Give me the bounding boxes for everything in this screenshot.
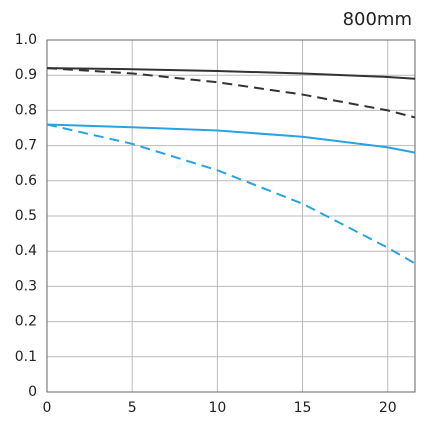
series-line (46, 123, 416, 154)
y-tick-label: 0 (28, 384, 37, 400)
y-tick-label: 0.1 (15, 349, 37, 365)
series-line (46, 67, 416, 80)
x-tick-label: 5 (128, 400, 137, 416)
y-tick-label: 0.6 (15, 173, 37, 189)
y-tick-label: 0.3 (15, 278, 37, 294)
x-tick-label: 0 (43, 400, 52, 416)
series-line (46, 123, 416, 265)
y-tick-label: 0.5 (15, 208, 37, 224)
x-tick-label: 20 (379, 400, 397, 416)
x-tick-label: 15 (294, 400, 312, 416)
y-tick-label: 0.7 (15, 138, 37, 154)
series-line (46, 67, 416, 119)
y-tick-label: 0.8 (15, 102, 37, 118)
y-tick-label: 0.9 (15, 67, 37, 83)
x-tick-label: 10 (208, 400, 226, 416)
chart-title: 800mm (343, 9, 412, 30)
y-tick-label: 1.0 (15, 32, 37, 48)
y-tick-label: 0.2 (15, 314, 37, 330)
plot-frame (46, 39, 416, 393)
y-tick-label: 0.4 (15, 243, 37, 259)
